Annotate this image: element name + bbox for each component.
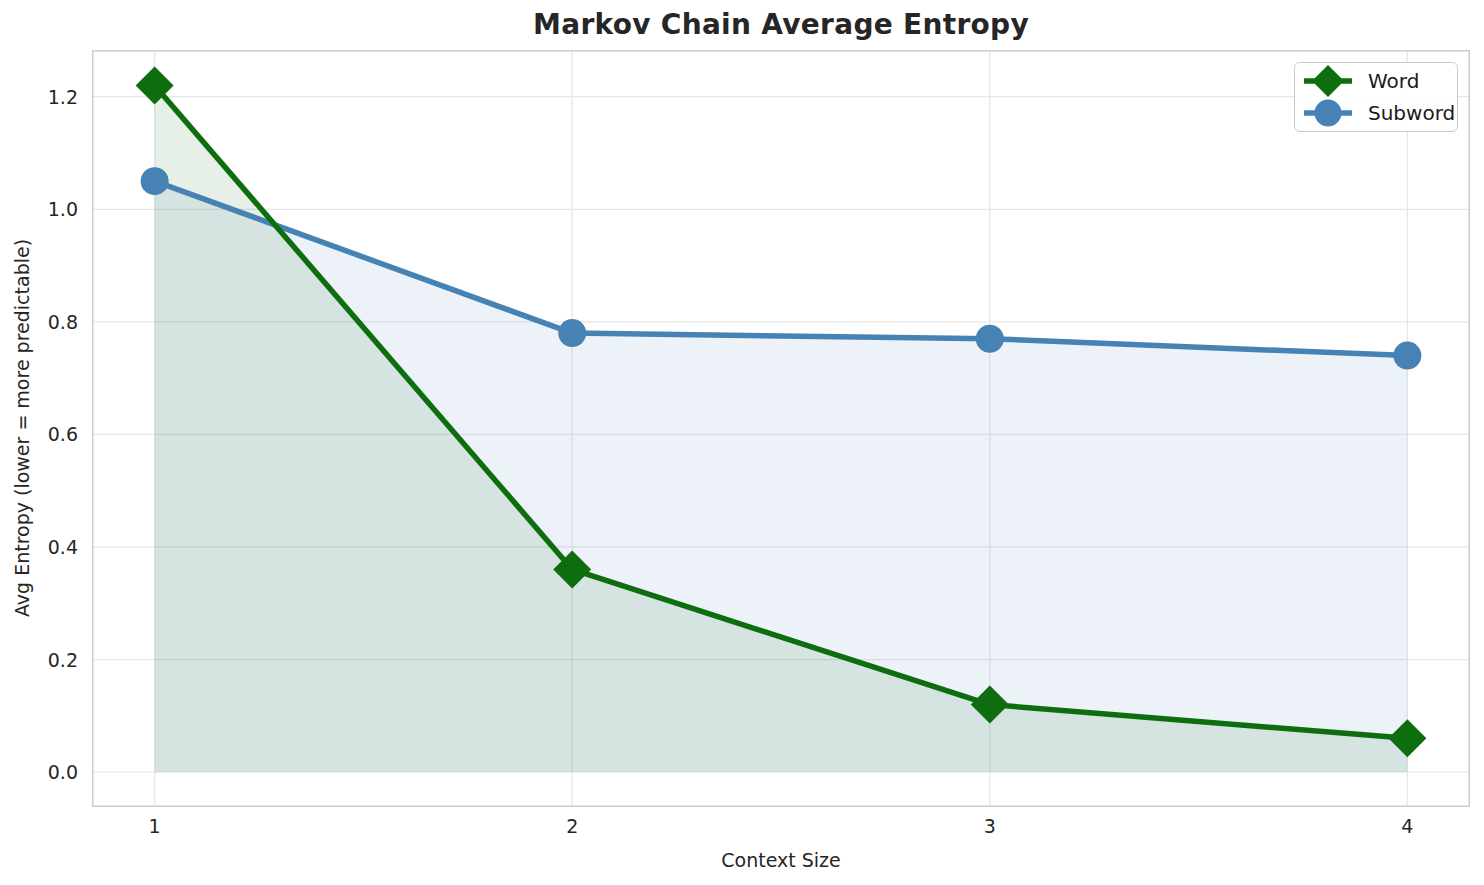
chart-title: Markov Chain Average Entropy <box>92 8 1470 41</box>
subword-data-point-circle <box>558 319 586 347</box>
legend-row-subword: Subword <box>1300 97 1447 129</box>
y-tick-label: 0.6 <box>0 423 78 445</box>
x-tick-label: 1 <box>125 815 185 837</box>
figure: Markov Chain Average Entropy Avg Entropy… <box>0 0 1484 885</box>
x-tick-label: 4 <box>1377 815 1437 837</box>
x-axis-label: Context Size <box>92 849 1470 871</box>
word-series-diamond-icon <box>1300 65 1356 97</box>
plot-area <box>92 50 1470 807</box>
y-tick-label: 0.0 <box>0 761 78 783</box>
subword-series-circle-icon <box>1300 97 1356 129</box>
subword-data-point-circle <box>976 325 1004 353</box>
y-tick-label: 1.2 <box>0 86 78 108</box>
subword-data-point-circle <box>1393 342 1421 370</box>
legend-label-word: Word <box>1368 69 1419 93</box>
y-tick-label: 1.0 <box>0 198 78 220</box>
subword-fill-area <box>155 181 1408 772</box>
x-tick-label: 3 <box>960 815 1020 837</box>
plot-svg <box>92 50 1470 807</box>
y-tick-label: 0.8 <box>0 311 78 333</box>
x-tick-label: 2 <box>542 815 602 837</box>
subword-data-point-circle <box>141 167 169 195</box>
y-tick-label: 0.2 <box>0 649 78 671</box>
legend-label-subword: Subword <box>1368 101 1455 125</box>
legend: Word Subword <box>1294 62 1458 132</box>
y-tick-label: 0.4 <box>0 536 78 558</box>
legend-row-word: Word <box>1300 65 1447 97</box>
